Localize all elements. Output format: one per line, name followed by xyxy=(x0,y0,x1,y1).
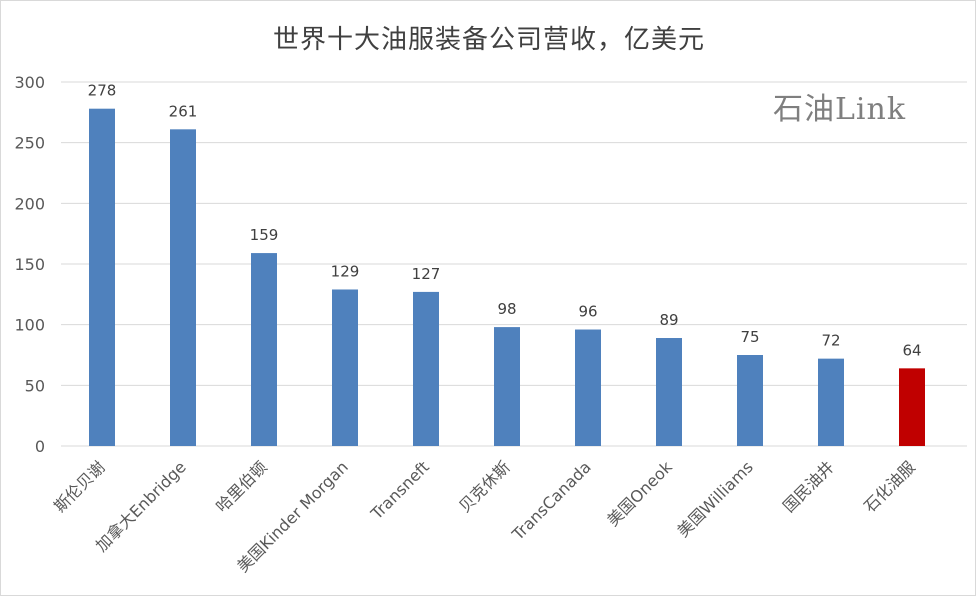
data-label: 159 xyxy=(250,226,279,244)
data-label: 98 xyxy=(497,300,516,318)
y-tick-label: 250 xyxy=(14,134,45,153)
y-tick-label: 300 xyxy=(14,73,45,92)
data-label: 278 xyxy=(88,82,117,100)
x-tick-label: Transneft xyxy=(366,457,432,523)
data-label: 261 xyxy=(169,102,198,120)
bar xyxy=(575,329,601,446)
bar xyxy=(251,253,277,446)
x-tick-label: 美国Williams xyxy=(673,457,756,540)
data-label: 89 xyxy=(659,311,678,329)
bar xyxy=(818,358,844,446)
x-tick-label: 石化油服 xyxy=(860,457,919,516)
watermark-logo: 石油Link xyxy=(773,92,907,127)
bar xyxy=(332,289,358,446)
data-label: 127 xyxy=(412,265,441,283)
bar xyxy=(737,355,763,446)
bar xyxy=(170,129,196,446)
y-tick-label: 100 xyxy=(14,316,45,335)
y-tick-label: 200 xyxy=(14,194,45,213)
bar xyxy=(899,368,925,446)
data-label: 75 xyxy=(740,328,759,346)
data-label: 72 xyxy=(821,332,840,350)
y-tick-label: 150 xyxy=(14,255,45,274)
x-tick-label: 贝克休斯 xyxy=(455,457,514,516)
bar xyxy=(413,291,439,446)
data-label: 96 xyxy=(578,303,597,321)
data-label: 129 xyxy=(331,262,360,280)
x-tick-label: 国民油井 xyxy=(779,457,838,516)
data-label: 64 xyxy=(902,341,921,359)
x-tick-label: 哈里伯顿 xyxy=(212,457,271,516)
x-tick-label: 美国Oneok xyxy=(603,457,676,530)
chart-title: 世界十大油服装备公司营收，亿美元 xyxy=(272,25,705,55)
bar xyxy=(89,108,115,447)
x-tick-label: 斯伦贝谢 xyxy=(50,457,109,516)
bar xyxy=(656,338,682,446)
bar xyxy=(494,327,520,446)
y-tick-label: 0 xyxy=(35,437,45,456)
y-tick-label: 50 xyxy=(25,376,45,395)
x-tick-label: TransCanada xyxy=(508,457,595,544)
